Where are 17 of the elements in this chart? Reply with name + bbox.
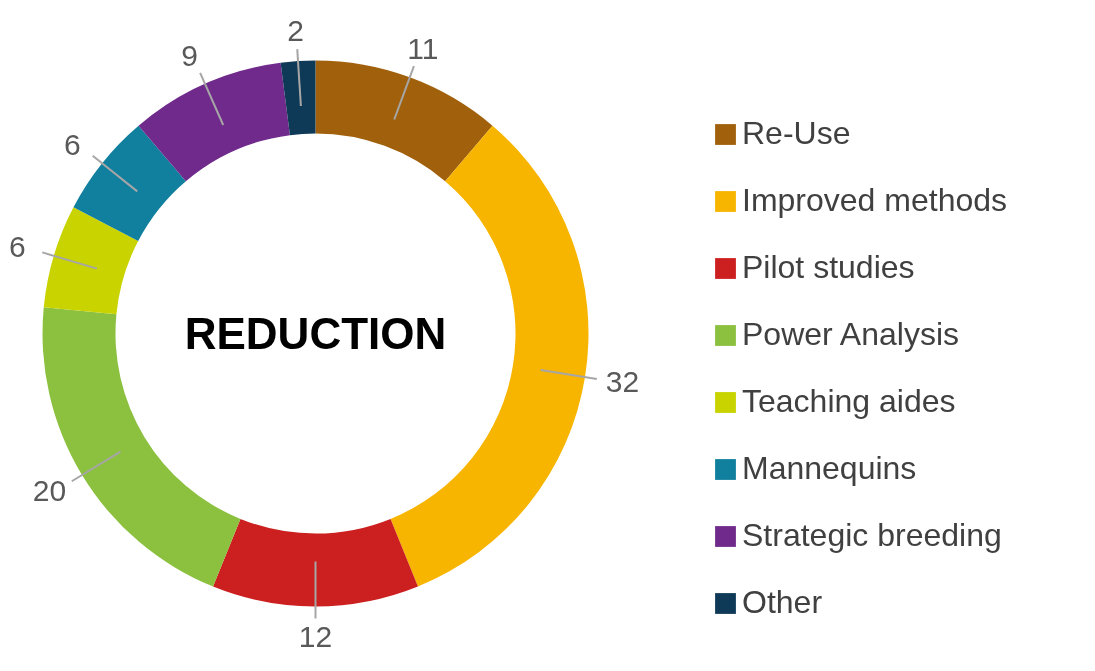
legend-label: Re-Use — [742, 115, 851, 152]
legend-label: Improved methods — [742, 182, 1008, 219]
data-label: 32 — [605, 364, 640, 398]
data-label: 2 — [287, 14, 304, 48]
data-label: 9 — [181, 39, 198, 73]
data-label: 20 — [32, 473, 67, 507]
legend-label: Other — [742, 584, 823, 621]
legend-label: Power Analysis — [742, 316, 959, 353]
legend-label: Teaching aides — [742, 383, 956, 420]
text: REDUCTION — [184, 309, 447, 358]
data-label: 12 — [298, 619, 333, 653]
legend-label: Mannequins — [742, 450, 917, 487]
data-label: 6 — [9, 230, 26, 264]
legend-label: Pilot studies — [742, 249, 915, 286]
data-label: 6 — [64, 127, 81, 161]
legend-label: Strategic breeding — [742, 517, 1002, 554]
data-label: 11 — [407, 32, 439, 66]
